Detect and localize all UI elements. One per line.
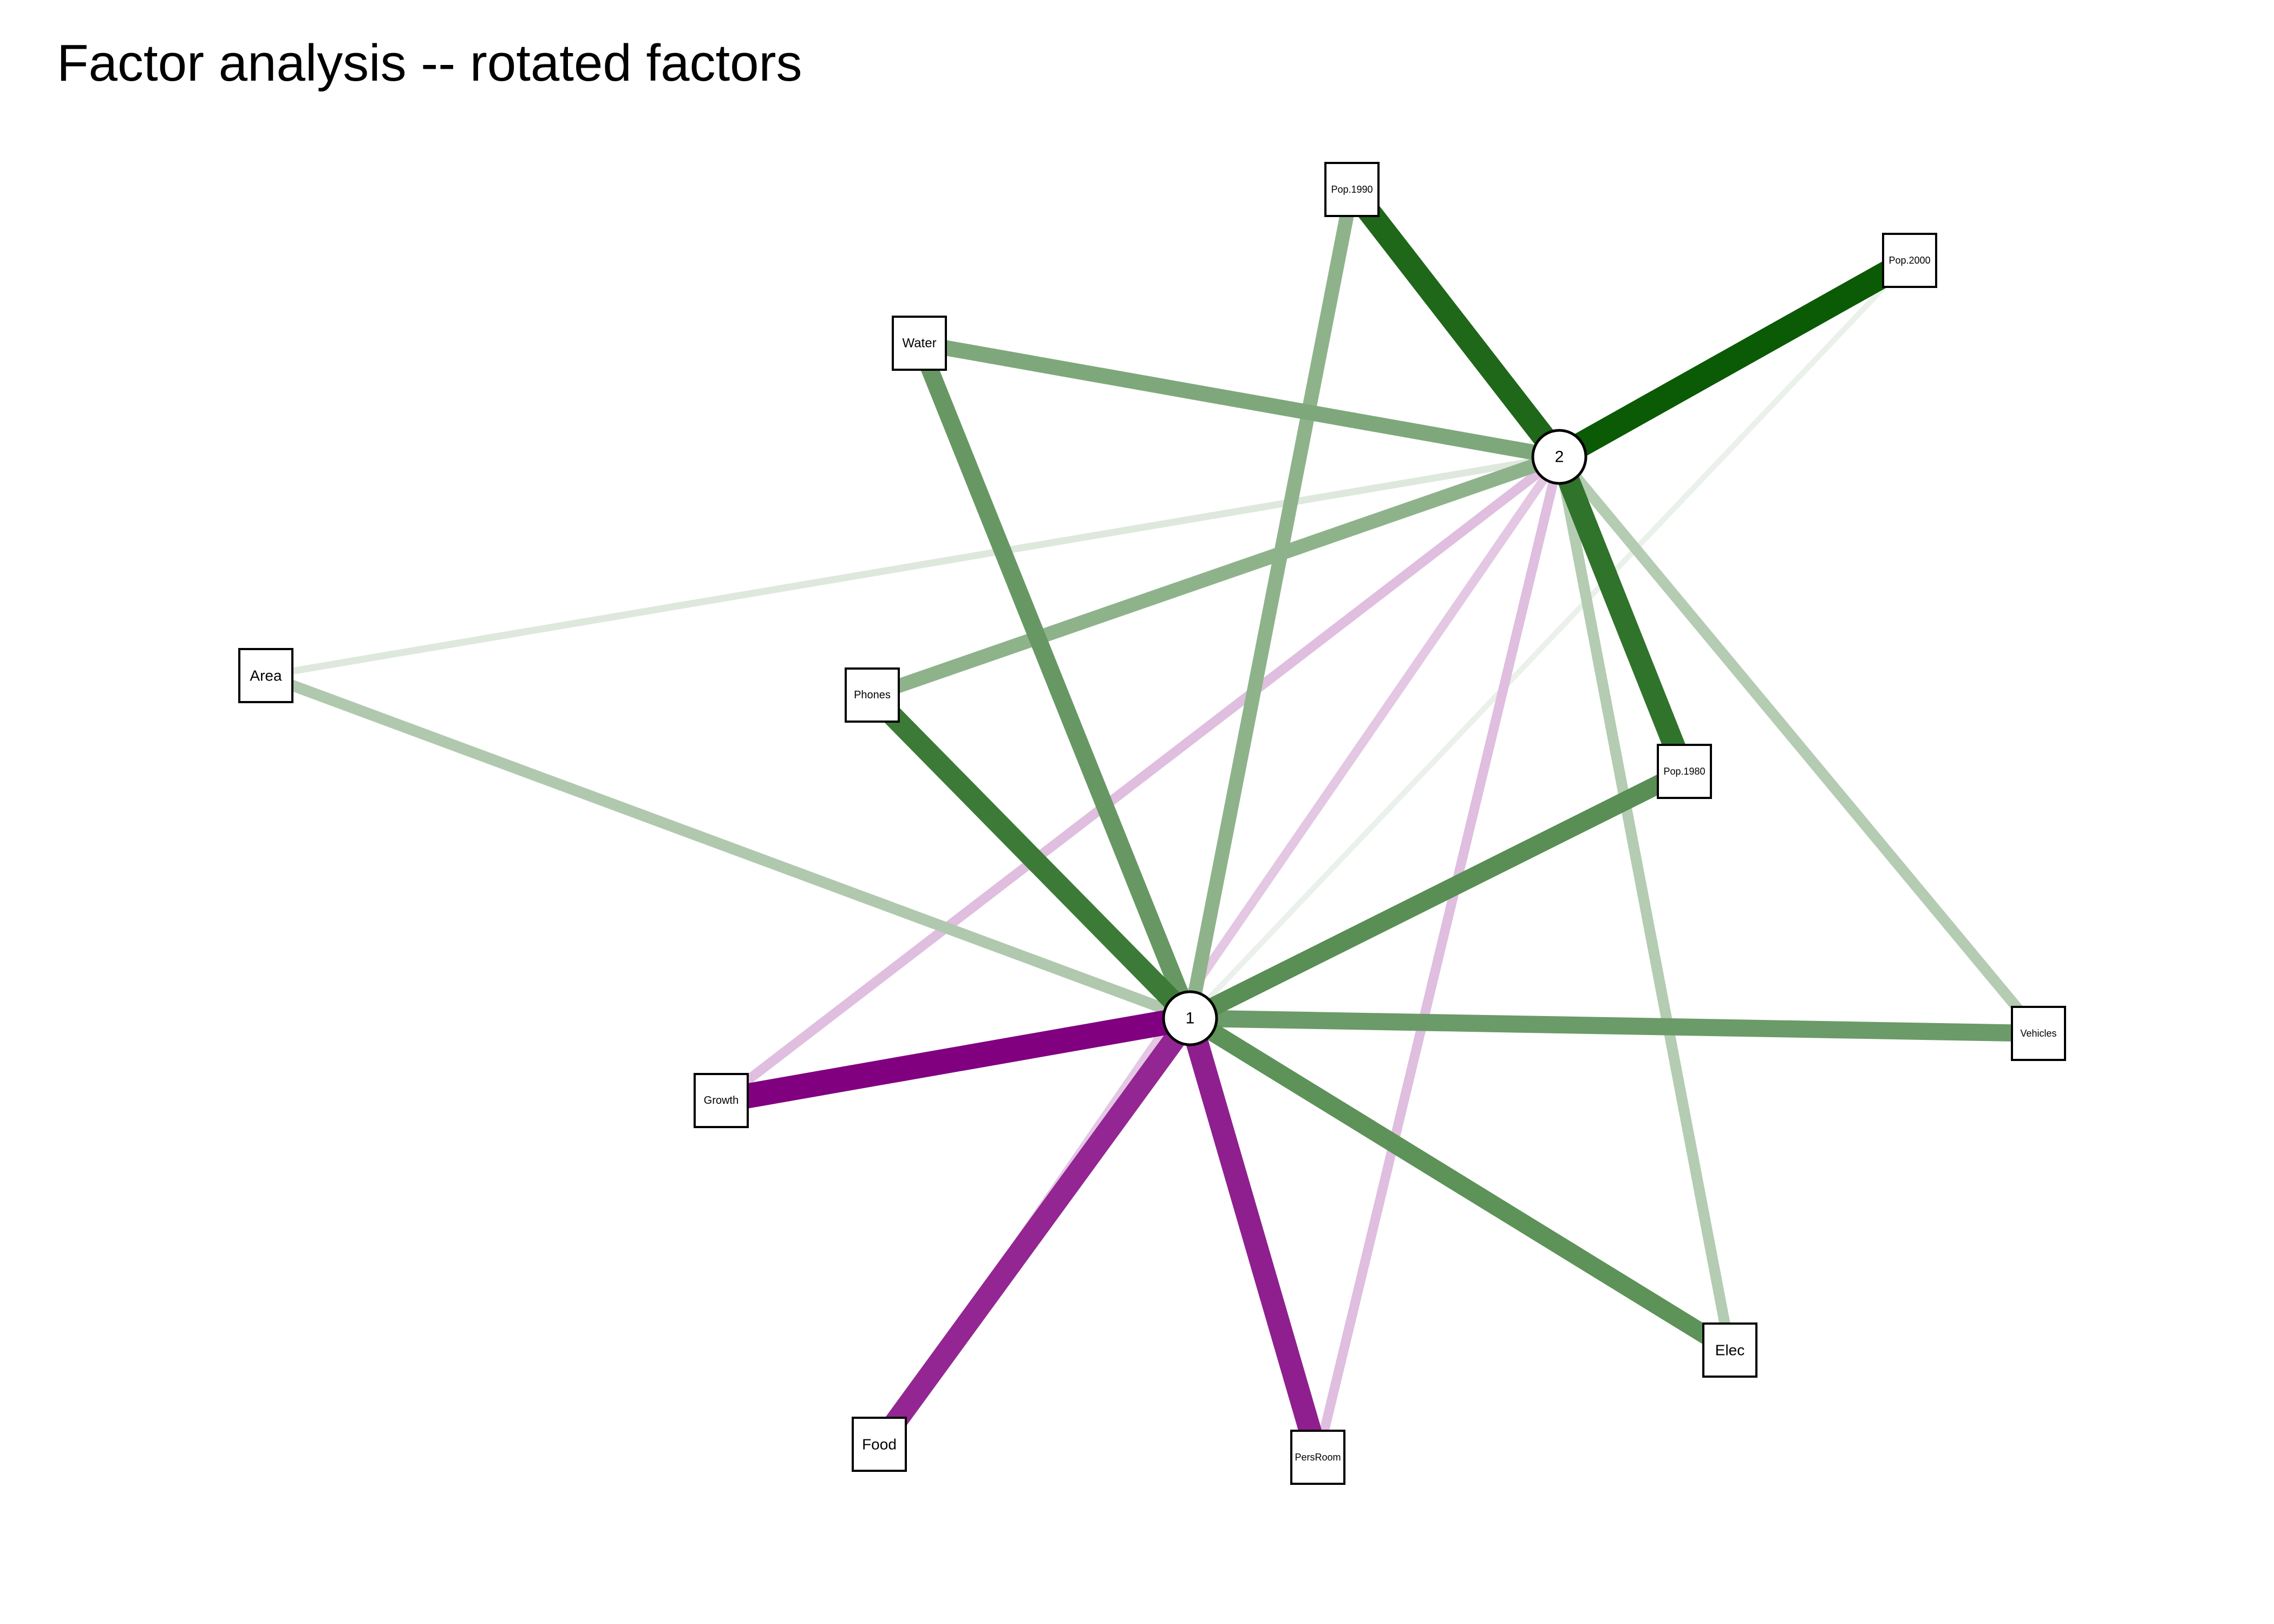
edge-f1-phones [865, 687, 1198, 1026]
factor-circle [1531, 429, 1587, 485]
edge-f2-water [918, 335, 1561, 465]
edge-f1-elec [1185, 1010, 1735, 1358]
variable-node-area: Area [238, 648, 293, 703]
edge-f1-food [870, 1012, 1199, 1451]
edge-f2-pop2000 [1553, 249, 1916, 468]
edge-f2-elec [1554, 456, 1735, 1351]
variable-label: Pop.1980 [1663, 766, 1705, 777]
edge-f2-pop1990 [1342, 182, 1569, 464]
factor-circle [1162, 990, 1218, 1046]
variable-node-elec: Elec [1702, 1322, 1757, 1378]
edge-f2-pop1980 [1549, 453, 1695, 776]
factor-label: 2 [1555, 448, 1564, 466]
factor-node-f1: 1 [1162, 990, 1218, 1046]
variable-node-water: Water [892, 316, 947, 371]
edge-f1-water [911, 339, 1198, 1022]
variable-label: Water [902, 336, 936, 351]
variable-node-pop2000: Pop.2000 [1882, 233, 1937, 288]
edge-f1-area [264, 670, 1192, 1024]
factor-label: 1 [1186, 1010, 1195, 1027]
variable-label: Pop.2000 [1889, 255, 1930, 266]
variable-box [2011, 1006, 2066, 1061]
variable-node-pop1990: Pop.1990 [1324, 162, 1380, 217]
variable-label: PersRoom [1295, 1452, 1341, 1463]
variable-node-vehicles: Vehicles [2011, 1006, 2066, 1061]
variable-box [1882, 233, 1937, 288]
edge-f2-growth [718, 453, 1563, 1105]
variable-node-growth: Growth [694, 1073, 749, 1128]
edge-f1-vehicles [1190, 1010, 2039, 1042]
variable-box [892, 316, 947, 371]
variable-box [1324, 162, 1380, 217]
edge-f2-vehicles [1555, 453, 2043, 1037]
edge-f1-persroom [1179, 1015, 1329, 1461]
variable-node-pop1980: Pop.1980 [1657, 744, 1712, 799]
loading-edges [264, 182, 2043, 1461]
variable-node-persroom: PersRoom [1290, 1430, 1345, 1485]
edge-f2-area [265, 453, 1560, 679]
edge-f1-pop1990 [1183, 188, 1359, 1020]
edge-f1-pop2000 [1188, 258, 1912, 1020]
variable-box [845, 667, 900, 723]
variable-box [1702, 1322, 1757, 1378]
variable-label: Elec [1715, 1342, 1744, 1359]
variable-node-phones: Phones [845, 667, 900, 723]
variable-label: Vehicles [2020, 1028, 2056, 1039]
variable-box [1290, 1430, 1345, 1485]
edge-f1-pop1980 [1186, 763, 1689, 1027]
variable-box [1657, 744, 1712, 799]
variable-label: Food [862, 1436, 897, 1453]
diagram-title: Factor analysis -- rotated factors [57, 34, 802, 92]
variable-label: Area [250, 667, 282, 684]
edge-f2-persroom [1313, 455, 1564, 1459]
variable-box [694, 1073, 749, 1128]
edge-f2-phones [870, 450, 1562, 702]
factor-node-f2: 2 [1531, 429, 1587, 485]
variable-label: Phones [854, 689, 891, 701]
edge-f1-growth [719, 1006, 1192, 1113]
graph-nodes: Pop.1990 Pop.2000 Water Area Phones Pop.1980 V… [238, 162, 2066, 1485]
variable-node-food: Food [852, 1417, 907, 1472]
variable-box [852, 1417, 907, 1472]
variable-box [238, 648, 293, 703]
variable-label: Growth [704, 1095, 739, 1106]
variable-label: Pop.1990 [1331, 184, 1373, 195]
